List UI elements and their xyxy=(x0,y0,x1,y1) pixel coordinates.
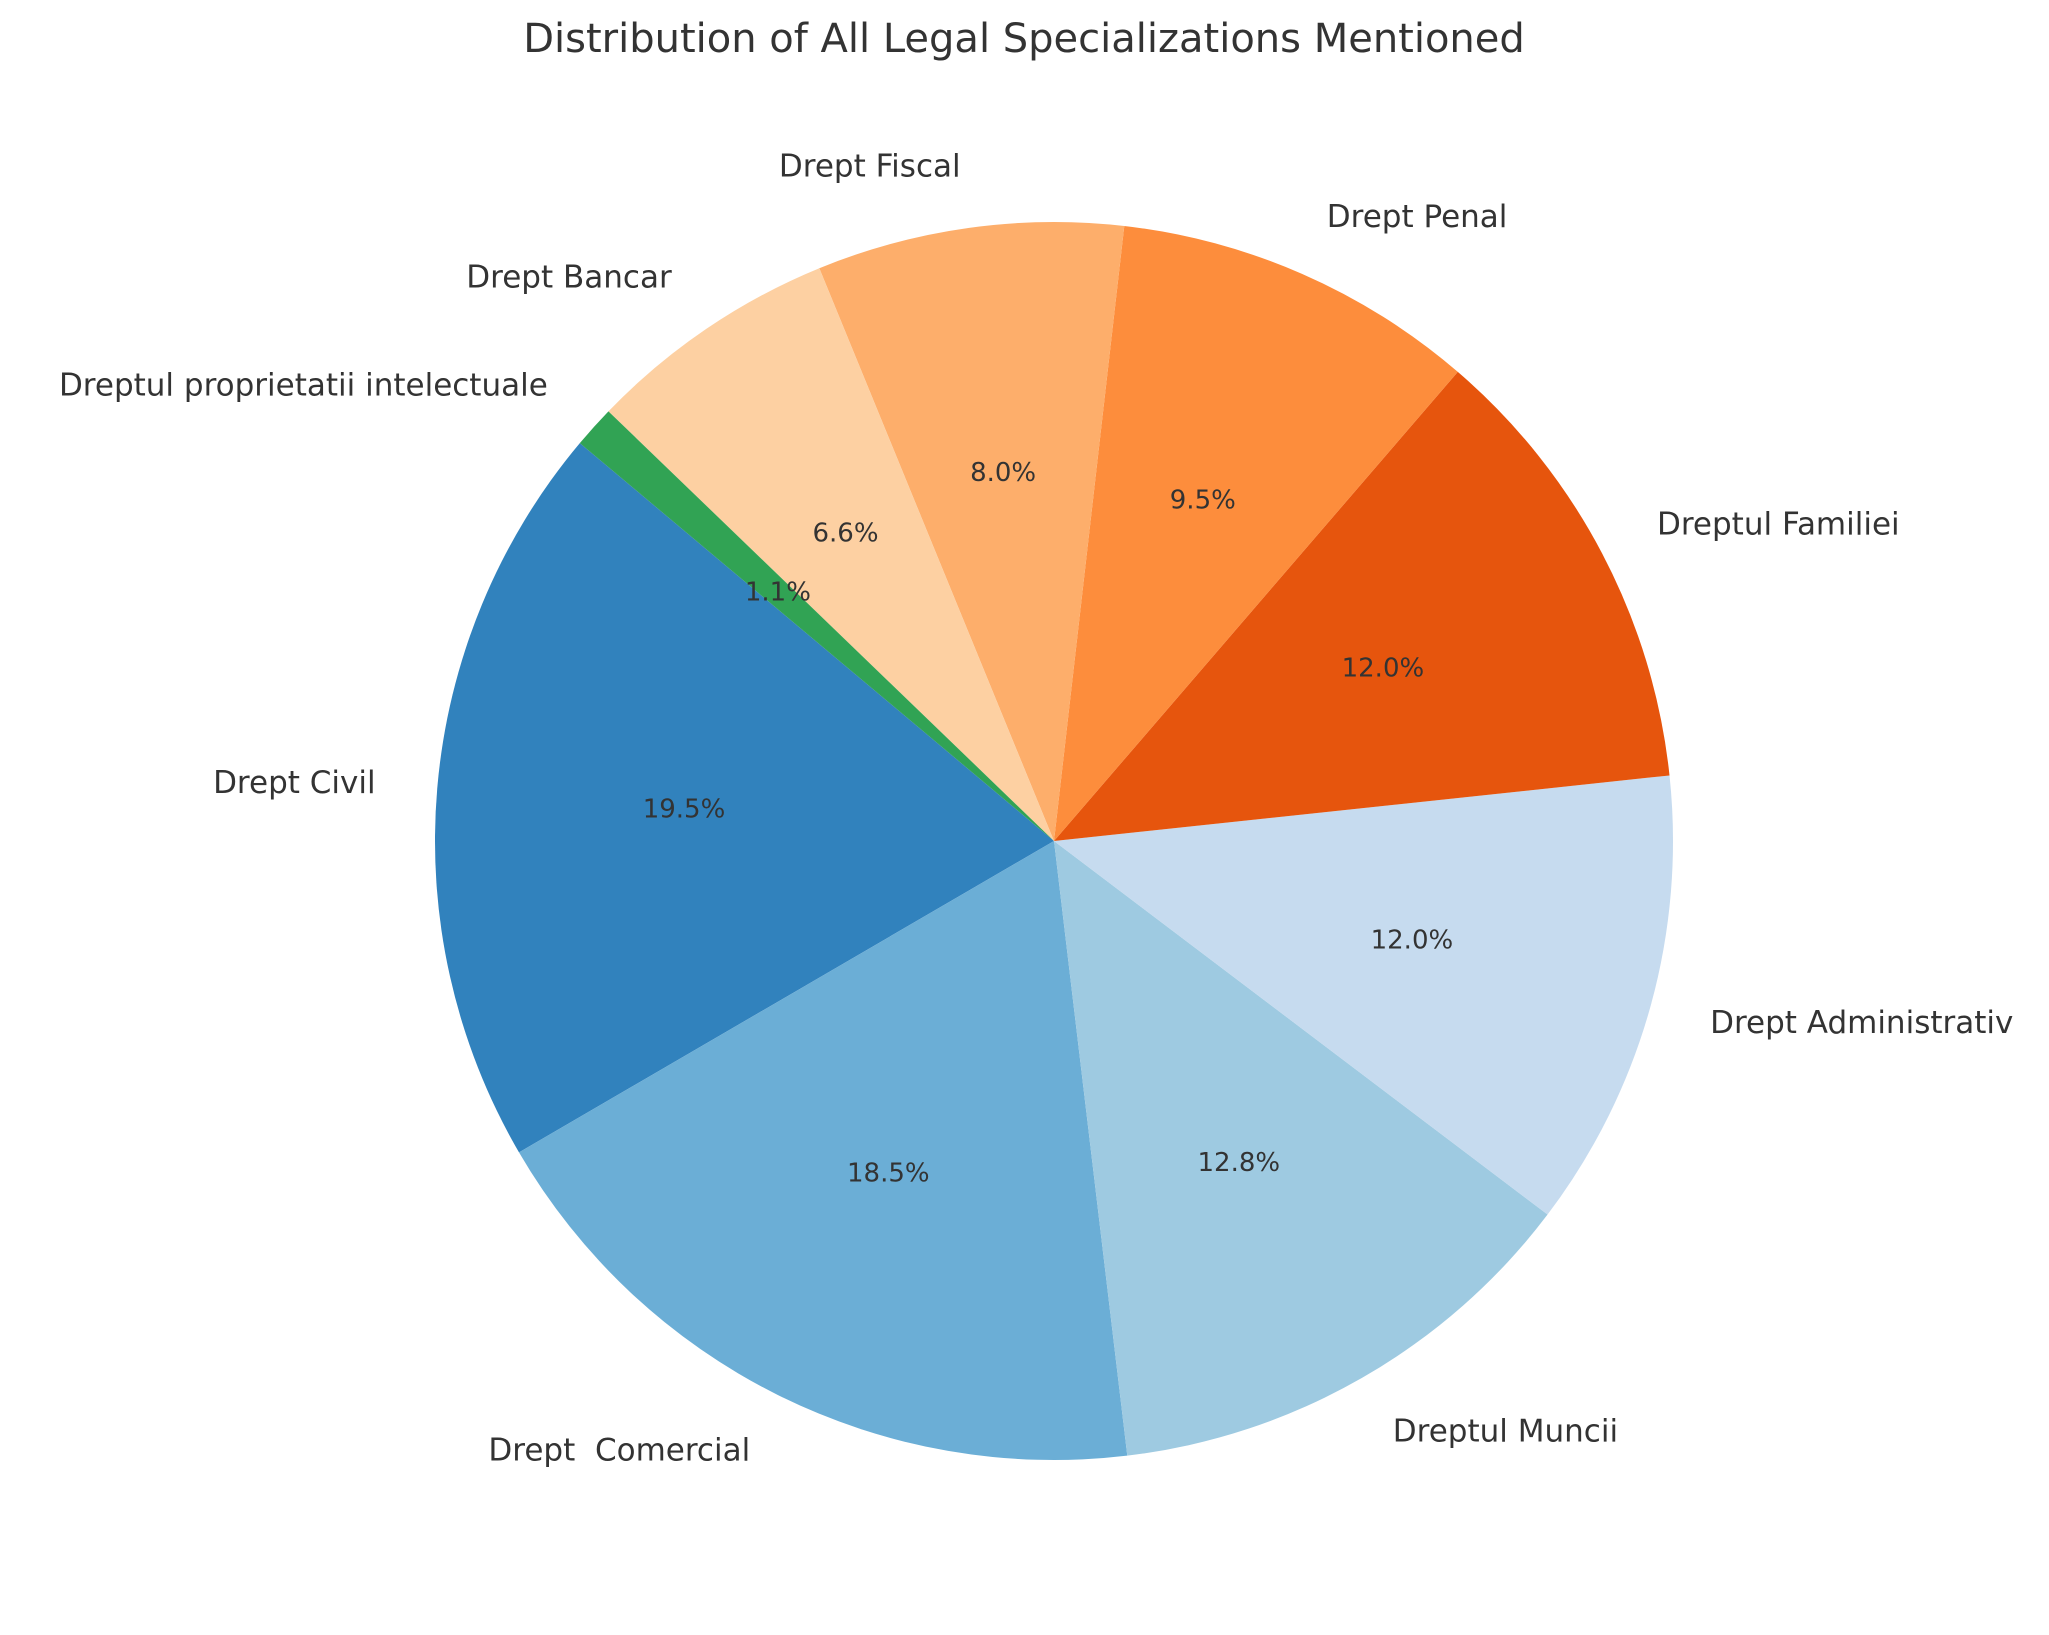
percent-label-drept-penal: 9.5% xyxy=(1170,486,1236,516)
slice-drept-fiscal xyxy=(819,221,1125,841)
percent-label-drept-fiscal: 8.0% xyxy=(970,458,1036,488)
category-label-dreptul-familiei: Dreptul Familiei xyxy=(1657,507,1900,543)
category-label-dreptul-proprietatii-intelectuale: Dreptul proprietatii intelectuale xyxy=(59,368,548,404)
category-label-dreptul-muncii: Dreptul Muncii xyxy=(1393,1414,1618,1450)
category-label-drept-bancar: Drept Bancar xyxy=(466,260,672,296)
slice-drept-comercial xyxy=(519,841,1128,1461)
slice-dreptul-familiei xyxy=(1054,371,1670,841)
slice-dreptul-muncii xyxy=(1054,841,1548,1456)
category-labels: Drept Civil Drept Comercial Dreptul Muncii… xyxy=(59,149,2013,1469)
percent-label-dreptul-muncii: 12.8% xyxy=(1197,1148,1280,1178)
percent-label-dreptul-proprietatii-intelectuale: 1.1% xyxy=(745,578,811,608)
pie-slices xyxy=(434,221,1674,1461)
category-label-drept-administrativ: Drept Administrativ xyxy=(1710,1005,2013,1041)
percent-labels: 19.5% 18.5% 12.8% 12.0% 12.0% 9.5% 8.0% 6.6%1.1… xyxy=(643,458,1454,1188)
percent-label-drept-bancar: 6.6% xyxy=(812,519,878,549)
slice-drept-penal xyxy=(1054,226,1458,841)
percent-label-drept-comercial: 18.5% xyxy=(847,1158,930,1188)
category-label-drept-comercial: Drept Comercial xyxy=(488,1432,750,1468)
category-label-drept-civil: Drept Civil xyxy=(213,765,376,801)
slice-drept-civil xyxy=(434,443,1055,1153)
slice-dreptul-proprietatii-intelectuale xyxy=(579,411,1054,841)
slice-drept-administrativ xyxy=(1054,775,1674,1215)
percent-label-dreptul-familiei: 12.0% xyxy=(1342,654,1425,684)
category-label-drept-penal: Drept Penal xyxy=(1327,199,1508,235)
percent-label-drept-administrativ: 12.0% xyxy=(1371,925,1454,955)
percent-label-drept-civil: 19.5% xyxy=(643,794,726,824)
slice-drept-bancar xyxy=(608,268,1054,842)
chart-title: Distribution of All Legal Specialization… xyxy=(523,16,1525,62)
category-label-drept-fiscal: Drept Fiscal xyxy=(779,149,961,185)
